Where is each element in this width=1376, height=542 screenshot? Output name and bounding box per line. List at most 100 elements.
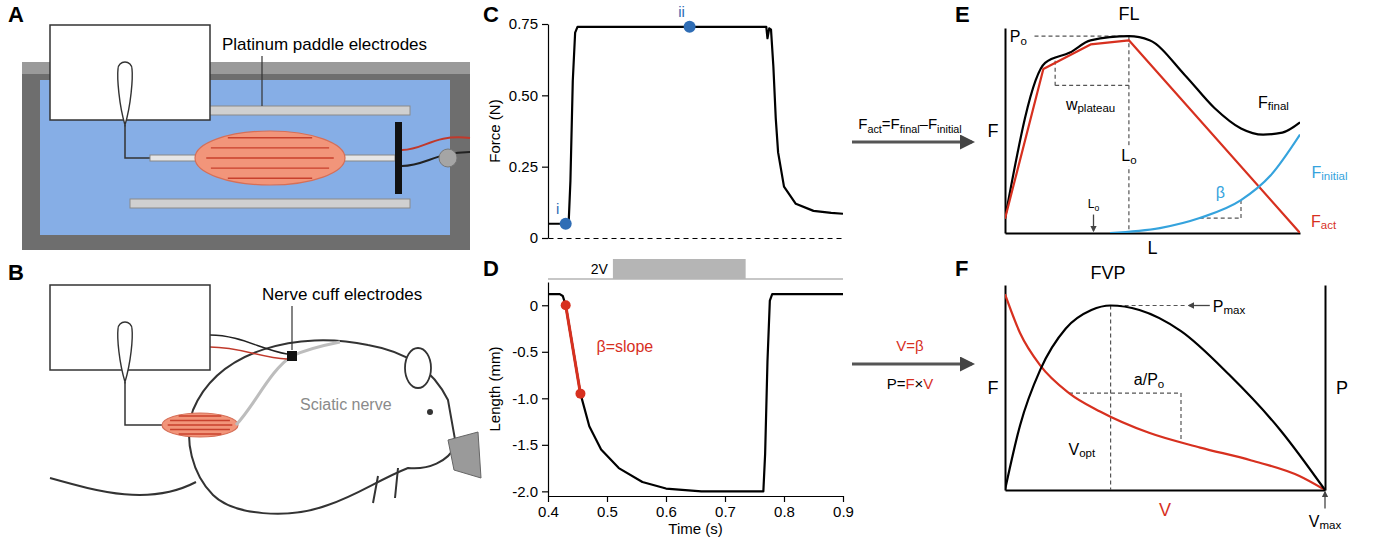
tick-label: 0 — [530, 297, 538, 314]
nose-cone — [448, 432, 481, 478]
tendon — [150, 155, 196, 161]
chart-title: FL — [1118, 4, 1139, 24]
y2-axis — [1325, 286, 1326, 491]
text-part: final — [1268, 100, 1289, 112]
axis-line — [1006, 490, 1326, 492]
text-part: initial — [1321, 170, 1347, 182]
panel-b: Nerve cuff electrodesSciatic nerve — [50, 285, 481, 514]
tick-label: 0.7 — [715, 503, 736, 520]
tick: 0.4 — [538, 496, 559, 520]
arrow-label: Fact=Ffinal–Finitial — [858, 115, 961, 135]
data-line — [1005, 306, 1325, 491]
muscle-fiber — [168, 424, 233, 425]
axis-title: Force (N) — [486, 99, 503, 162]
chart-panel: C00.250.500.75Force (N)iii — [483, 2, 844, 246]
axis-title: V — [1159, 500, 1171, 520]
flow-arrow: V=βP=F×V — [852, 337, 972, 392]
flow-arrow: Fact=Ffinal–Finitial — [852, 115, 972, 142]
chart-panel: EFLFLFfinalFinitialFactPowplateauLoLoβ — [955, 2, 1348, 258]
panel-letter: B — [8, 260, 24, 285]
annotation: Po — [1010, 28, 1027, 47]
tick: 0.50 — [509, 87, 548, 104]
slope-point — [561, 300, 571, 310]
guide-line — [1110, 306, 1111, 491]
text-part: w — [1065, 95, 1078, 112]
tick-mark — [666, 496, 667, 502]
x-axis — [1006, 490, 1326, 491]
axis-title: Length (mm) — [486, 346, 503, 431]
tick-label: -2.0 — [512, 483, 538, 500]
tick-mark — [542, 238, 548, 239]
axis-line — [549, 238, 844, 239]
wire — [402, 137, 470, 150]
tick-label: 0.4 — [538, 503, 559, 520]
data-line — [548, 294, 843, 491]
text-part: o — [1130, 154, 1136, 166]
muscle-fiber — [170, 429, 230, 430]
tick-label: -1.5 — [512, 436, 538, 453]
tick: 0.25 — [509, 158, 548, 175]
text-part: act — [867, 123, 881, 135]
text-part: F — [858, 115, 867, 132]
tick-label: 0.6 — [656, 503, 677, 520]
text-part: –F — [920, 115, 938, 132]
force-hook — [118, 322, 132, 382]
mouse-eye — [427, 409, 433, 415]
text-part: F — [905, 375, 914, 392]
axis-title: F — [988, 121, 999, 141]
wire — [402, 152, 470, 166]
y-axis: 0 -0.5 -1.0 -1.5 -2.0 — [512, 283, 548, 500]
mouse-tail — [50, 478, 196, 495]
x-axis: 0.40.50.60.70.80.9 — [538, 496, 854, 520]
text-part: plateau — [1077, 102, 1115, 114]
axis-line — [1005, 286, 1007, 491]
tick-label: 0.75 — [509, 15, 538, 32]
tick: -2.0 — [512, 483, 548, 500]
mouse-ear — [405, 348, 431, 388]
tick: 0.7 — [715, 496, 736, 520]
wire — [210, 347, 287, 359]
point-label: i — [556, 200, 559, 217]
annotation: Ffinal — [1258, 93, 1289, 112]
slope-line — [566, 305, 581, 393]
chart-panel: FFPVFVPPmaxVopta/PoVmax — [955, 256, 1348, 531]
tick: 0.5 — [597, 496, 618, 520]
tick-mark — [542, 352, 548, 353]
text-part: × — [915, 375, 924, 392]
tick: -0.5 — [512, 343, 548, 360]
tick: -1.0 — [512, 390, 548, 407]
mouse-paw — [373, 468, 398, 503]
tick: 0.8 — [774, 496, 795, 520]
tick: -1.5 — [512, 436, 548, 453]
chart-panel: D0-0.5-1.0-1.5-2.00.40.50.60.70.80.9Leng… — [483, 256, 854, 537]
text-part: a/P — [1134, 371, 1158, 388]
muscle-fiber — [228, 137, 312, 138]
tick-mark — [542, 95, 548, 96]
chart-title: FVP — [1090, 263, 1125, 283]
panel-letter: C — [483, 2, 499, 27]
hook-wire — [125, 125, 150, 158]
annotation-arrow — [1093, 215, 1094, 231]
tick-mark — [725, 496, 726, 502]
panel-letter: F — [955, 256, 968, 281]
axis-line — [549, 496, 844, 497]
axis-title: Time (s) — [668, 520, 722, 537]
text-part: opt — [1079, 447, 1096, 459]
tick-label: 0.25 — [509, 158, 538, 175]
guide-line — [1055, 61, 1056, 86]
point-label: ii — [678, 3, 685, 20]
text-part: F — [1311, 163, 1321, 180]
point — [560, 218, 572, 230]
text-part: o — [1158, 378, 1164, 390]
muscle-fiber — [211, 167, 329, 168]
annotation: Pmax — [1213, 297, 1246, 316]
tick-label: 0.5 — [597, 503, 618, 520]
label-patch — [1119, 146, 1138, 167]
text-part: V — [1309, 512, 1320, 529]
muscle-fiber — [211, 147, 329, 148]
tick-label: -1.0 — [512, 390, 538, 407]
hook-wire — [125, 382, 162, 425]
text-part: o — [1020, 35, 1026, 47]
data-line — [548, 27, 843, 224]
guide-line — [1180, 393, 1181, 441]
